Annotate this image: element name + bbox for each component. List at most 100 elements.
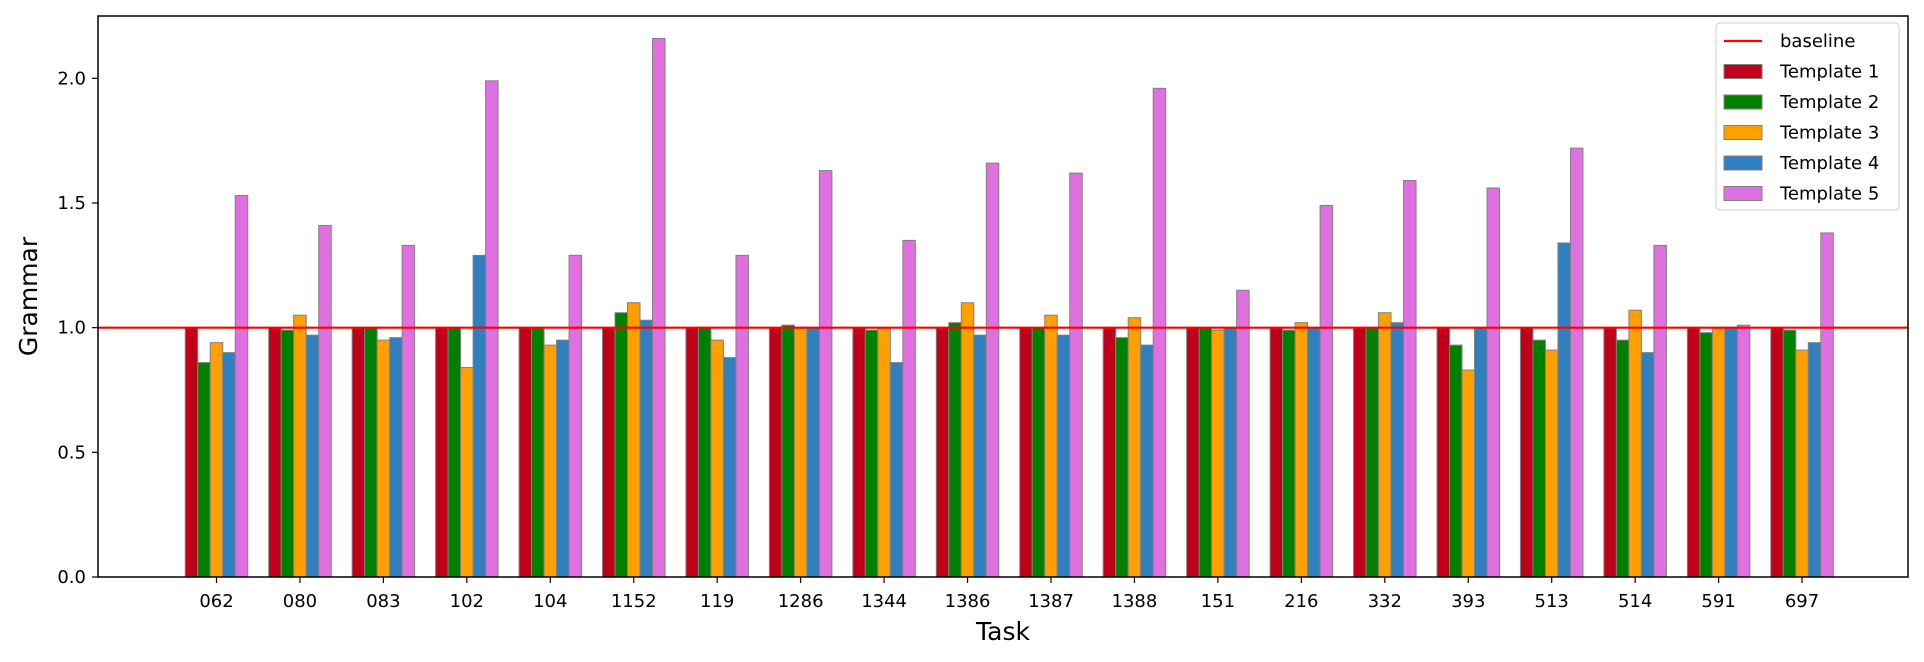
y-tick-label: 0.5 [57,442,86,463]
bar [1365,327,1380,578]
bar [710,339,724,578]
bar [305,334,320,578]
bar [1699,332,1713,578]
x-axis-label: Task [975,617,1030,646]
x-tick-label: 119 [700,591,734,612]
x-tick-label: 393 [1451,591,1485,612]
bar [1294,322,1309,578]
bar [389,337,403,578]
bar [1069,172,1083,578]
bar [1436,327,1450,578]
legend-swatch [1723,94,1763,110]
x-tick-label: 513 [1535,591,1569,612]
bar [1782,329,1797,578]
x-tick-label: 104 [533,591,567,612]
bar [447,327,462,578]
legend-swatch [1723,155,1763,171]
bar [1557,242,1571,578]
x-tick-label: 514 [1618,591,1652,612]
bar [889,362,904,578]
bar [1403,180,1417,578]
bar [1486,187,1500,578]
bar [1640,352,1655,578]
legend-label: Template 5 [1779,184,1879,205]
legend-label: Template 2 [1779,92,1879,113]
x-tick-label: 216 [1284,591,1318,612]
bar [1795,349,1809,578]
bar [614,312,628,578]
bar [1031,327,1046,578]
bar [652,37,666,578]
y-axis-label: Grammar [14,236,43,356]
bar [722,357,737,578]
bar [435,327,449,578]
bar [222,352,236,578]
bar [318,224,332,578]
bar [864,329,879,578]
bar [902,239,916,578]
bar [1474,327,1488,578]
bar [1319,204,1334,578]
y-tick-label: 0.0 [57,567,86,588]
bar [351,327,366,578]
bar [697,327,712,578]
bar [485,80,499,578]
bar [1307,327,1321,578]
bar [1102,327,1117,578]
bar [531,327,545,578]
bar [1449,344,1463,578]
bar [1115,337,1129,578]
bar [1807,342,1822,578]
bar [1236,289,1250,578]
bar [209,342,224,578]
bar [1186,327,1200,578]
bar [1820,232,1834,578]
bar [280,329,295,578]
bar [935,327,950,578]
bar [985,162,1000,578]
legend-swatch [1723,125,1763,140]
bar [293,314,307,578]
y-axis: 0.0 0.5 1.0 1.5 2.0 [57,68,98,588]
x-tick-label: 1344 [861,591,907,612]
bar [1615,339,1630,578]
bar [1044,314,1058,578]
bar [401,244,416,578]
x-tick-label: 1286 [778,591,824,612]
bar [1152,87,1167,578]
bar [568,254,583,578]
bar [1544,349,1559,578]
legend-label: Template 4 [1779,153,1879,174]
y-tick-label: 2.0 [57,68,86,89]
x-tick-label: 1386 [945,591,991,612]
bar [472,254,487,578]
bar [1390,322,1405,578]
bar [948,322,962,578]
bar [1056,334,1071,578]
bar [685,327,699,578]
bar [234,195,249,578]
bar [1628,309,1642,578]
bar [197,362,211,578]
bar [1140,344,1154,578]
legend-label: baseline [1780,31,1855,52]
bar [973,334,987,578]
legend: baseline Template 1 Template 2 Template 3 Te… [1715,22,1900,211]
bar [1127,317,1142,578]
bars-layer [184,37,1834,578]
bar [781,324,795,578]
bar [602,327,616,578]
bar [1282,329,1296,578]
bar [1378,312,1392,578]
bar [1532,339,1546,578]
bar [184,327,199,578]
x-tick-label: 591 [1701,591,1735,612]
legend-label: Template 1 [1779,62,1879,83]
bar [735,254,749,578]
bar [877,327,891,578]
bar [806,327,820,578]
x-tick-label: 1388 [1112,591,1158,612]
bar [364,327,378,578]
bar [1724,327,1738,578]
